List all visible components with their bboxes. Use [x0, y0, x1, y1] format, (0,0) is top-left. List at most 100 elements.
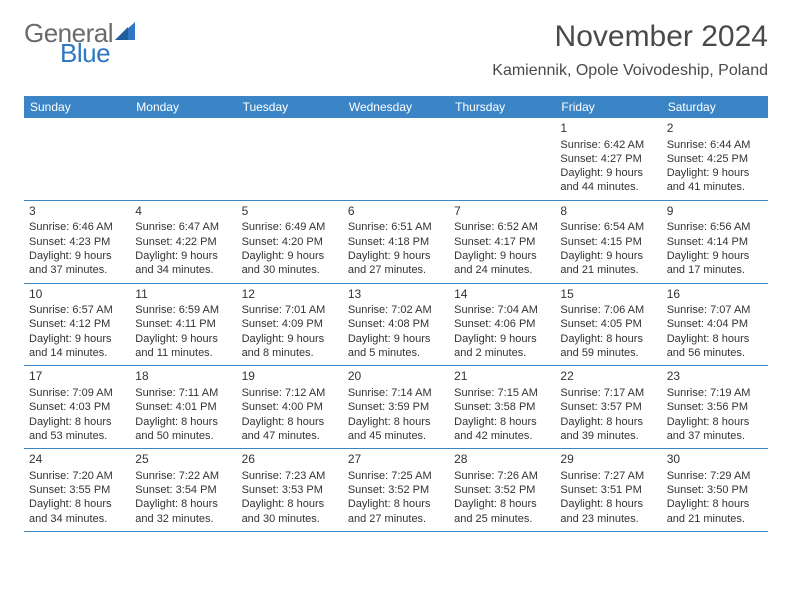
day-daylight2: and 37 minutes. — [667, 429, 763, 443]
day-daylight1: Daylight: 8 hours — [135, 497, 231, 511]
day-sunrise: Sunrise: 7:02 AM — [348, 303, 444, 317]
day-sunset: Sunset: 3:55 PM — [29, 483, 125, 497]
day-daylight1: Daylight: 9 hours — [560, 166, 656, 180]
day-header-saturday: Saturday — [662, 96, 768, 118]
day-number: 27 — [348, 452, 444, 468]
day-sunset: Sunset: 4:06 PM — [454, 317, 550, 331]
day-number: 23 — [667, 369, 763, 385]
day-daylight2: and 5 minutes. — [348, 346, 444, 360]
day-daylight2: and 42 minutes. — [454, 429, 550, 443]
day-daylight1: Daylight: 9 hours — [29, 249, 125, 263]
day-cell: 28Sunrise: 7:26 AMSunset: 3:52 PMDayligh… — [449, 449, 555, 531]
day-sunrise: Sunrise: 6:44 AM — [667, 138, 763, 152]
day-sunrise: Sunrise: 6:57 AM — [29, 303, 125, 317]
day-sunrise: Sunrise: 7:12 AM — [242, 386, 338, 400]
day-cell — [343, 118, 449, 200]
day-sunrise: Sunrise: 7:25 AM — [348, 469, 444, 483]
day-number: 15 — [560, 287, 656, 303]
day-daylight1: Daylight: 8 hours — [667, 415, 763, 429]
page-header: General Blue November 2024 Kamiennik, Op… — [24, 20, 768, 80]
day-cell — [237, 118, 343, 200]
day-number: 22 — [560, 369, 656, 385]
day-number: 18 — [135, 369, 231, 385]
week-row: 1Sunrise: 6:42 AMSunset: 4:27 PMDaylight… — [24, 118, 768, 201]
day-daylight2: and 11 minutes. — [135, 346, 231, 360]
day-sunset: Sunset: 4:11 PM — [135, 317, 231, 331]
day-daylight1: Daylight: 9 hours — [135, 249, 231, 263]
day-daylight2: and 47 minutes. — [242, 429, 338, 443]
day-number: 9 — [667, 204, 763, 220]
day-sunrise: Sunrise: 6:46 AM — [29, 220, 125, 234]
day-daylight1: Daylight: 9 hours — [667, 166, 763, 180]
day-daylight1: Daylight: 9 hours — [242, 249, 338, 263]
logo-text-blue: Blue — [60, 40, 141, 66]
calendar: Sunday Monday Tuesday Wednesday Thursday… — [24, 96, 768, 532]
day-daylight2: and 27 minutes. — [348, 263, 444, 277]
day-number: 3 — [29, 204, 125, 220]
day-sunset: Sunset: 4:01 PM — [135, 400, 231, 414]
day-sunset: Sunset: 4:14 PM — [667, 235, 763, 249]
day-sunset: Sunset: 4:22 PM — [135, 235, 231, 249]
day-sunset: Sunset: 4:09 PM — [242, 317, 338, 331]
week-row: 24Sunrise: 7:20 AMSunset: 3:55 PMDayligh… — [24, 449, 768, 532]
day-cell: 16Sunrise: 7:07 AMSunset: 4:04 PMDayligh… — [662, 284, 768, 366]
day-daylight2: and 17 minutes. — [667, 263, 763, 277]
day-cell: 1Sunrise: 6:42 AMSunset: 4:27 PMDaylight… — [555, 118, 661, 200]
day-sunrise: Sunrise: 6:51 AM — [348, 220, 444, 234]
day-daylight1: Daylight: 8 hours — [667, 332, 763, 346]
day-number: 12 — [242, 287, 338, 303]
day-header-monday: Monday — [130, 96, 236, 118]
day-daylight1: Daylight: 9 hours — [242, 332, 338, 346]
day-sunset: Sunset: 4:12 PM — [29, 317, 125, 331]
day-daylight2: and 30 minutes. — [242, 263, 338, 277]
day-daylight2: and 45 minutes. — [348, 429, 444, 443]
day-sunrise: Sunrise: 7:14 AM — [348, 386, 444, 400]
day-sunset: Sunset: 4:03 PM — [29, 400, 125, 414]
day-daylight2: and 56 minutes. — [667, 346, 763, 360]
day-number: 19 — [242, 369, 338, 385]
day-sunset: Sunset: 4:05 PM — [560, 317, 656, 331]
week-row: 3Sunrise: 6:46 AMSunset: 4:23 PMDaylight… — [24, 201, 768, 284]
day-number: 11 — [135, 287, 231, 303]
day-daylight1: Daylight: 8 hours — [29, 497, 125, 511]
day-header-sunday: Sunday — [24, 96, 130, 118]
day-number: 4 — [135, 204, 231, 220]
day-sunrise: Sunrise: 7:29 AM — [667, 469, 763, 483]
day-daylight2: and 32 minutes. — [135, 512, 231, 526]
day-number: 16 — [667, 287, 763, 303]
day-number: 20 — [348, 369, 444, 385]
day-daylight2: and 39 minutes. — [560, 429, 656, 443]
day-number: 29 — [560, 452, 656, 468]
day-cell: 12Sunrise: 7:01 AMSunset: 4:09 PMDayligh… — [237, 284, 343, 366]
day-daylight2: and 34 minutes. — [29, 512, 125, 526]
day-cell: 23Sunrise: 7:19 AMSunset: 3:56 PMDayligh… — [662, 366, 768, 448]
day-cell: 8Sunrise: 6:54 AMSunset: 4:15 PMDaylight… — [555, 201, 661, 283]
day-daylight2: and 2 minutes. — [454, 346, 550, 360]
day-cell: 7Sunrise: 6:52 AMSunset: 4:17 PMDaylight… — [449, 201, 555, 283]
day-sunrise: Sunrise: 6:47 AM — [135, 220, 231, 234]
day-cell: 19Sunrise: 7:12 AMSunset: 4:00 PMDayligh… — [237, 366, 343, 448]
day-number: 14 — [454, 287, 550, 303]
day-cell: 5Sunrise: 6:49 AMSunset: 4:20 PMDaylight… — [237, 201, 343, 283]
day-daylight1: Daylight: 9 hours — [348, 332, 444, 346]
day-number: 17 — [29, 369, 125, 385]
day-daylight1: Daylight: 9 hours — [29, 332, 125, 346]
day-daylight2: and 8 minutes. — [242, 346, 338, 360]
day-daylight1: Daylight: 8 hours — [560, 497, 656, 511]
day-sunrise: Sunrise: 7:06 AM — [560, 303, 656, 317]
day-daylight1: Daylight: 9 hours — [454, 249, 550, 263]
day-daylight2: and 53 minutes. — [29, 429, 125, 443]
day-sunset: Sunset: 4:27 PM — [560, 152, 656, 166]
day-daylight1: Daylight: 8 hours — [29, 415, 125, 429]
weeks-container: 1Sunrise: 6:42 AMSunset: 4:27 PMDaylight… — [24, 118, 768, 532]
day-cell: 21Sunrise: 7:15 AMSunset: 3:58 PMDayligh… — [449, 366, 555, 448]
day-sunset: Sunset: 3:56 PM — [667, 400, 763, 414]
day-cell: 9Sunrise: 6:56 AMSunset: 4:14 PMDaylight… — [662, 201, 768, 283]
day-cell: 29Sunrise: 7:27 AMSunset: 3:51 PMDayligh… — [555, 449, 661, 531]
day-cell: 20Sunrise: 7:14 AMSunset: 3:59 PMDayligh… — [343, 366, 449, 448]
day-daylight2: and 59 minutes. — [560, 346, 656, 360]
day-sunset: Sunset: 4:00 PM — [242, 400, 338, 414]
day-header-wednesday: Wednesday — [343, 96, 449, 118]
day-sunset: Sunset: 4:23 PM — [29, 235, 125, 249]
day-cell: 26Sunrise: 7:23 AMSunset: 3:53 PMDayligh… — [237, 449, 343, 531]
